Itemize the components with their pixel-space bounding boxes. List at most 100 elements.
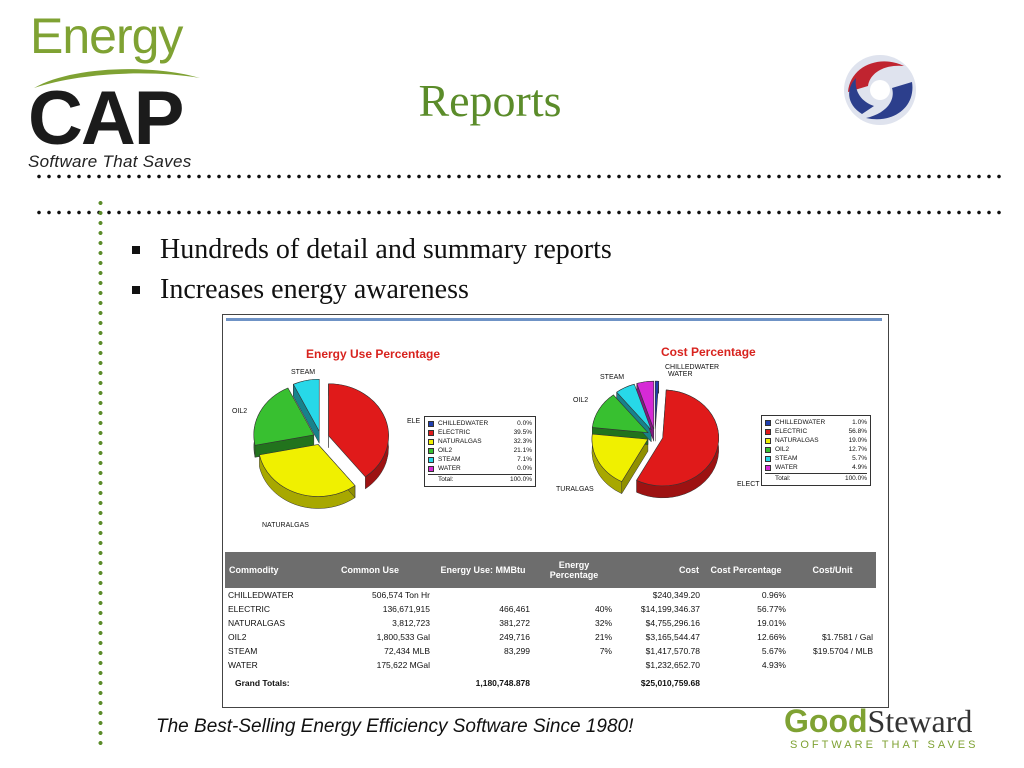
pie-slice-naturalgas bbox=[591, 433, 649, 483]
table-cell: 506,574 Ton Hr bbox=[372, 590, 430, 600]
table-cell: 0.96% bbox=[761, 590, 786, 600]
legend-value: 5.7% bbox=[852, 455, 867, 462]
table-cell: 381,272 bbox=[499, 618, 530, 628]
commodity-table: Commodity Common Use Energy Use: MMBtu E… bbox=[225, 552, 876, 694]
legend-value: 0.0% bbox=[517, 465, 532, 472]
energy-use-legend: CHILLEDWATER 0.0% ELECTRIC 39.5% NATURALGAS 3… bbox=[424, 416, 536, 487]
legend-entry: ELECTRIC 56.8% bbox=[765, 427, 867, 436]
legend-label: WATER bbox=[438, 465, 461, 472]
legend-total: Total: 100.0% bbox=[765, 473, 867, 483]
slide-title: Reports bbox=[418, 75, 562, 126]
legend-entry: CHILLEDWATER 0.0% bbox=[428, 419, 532, 428]
goodsteward-tagline: SOFTWARE THAT SAVES bbox=[790, 739, 979, 751]
table-cell: 175,622 MGal bbox=[376, 660, 430, 670]
legend-value: 21.1% bbox=[513, 447, 532, 454]
commodity-table-wrap: Commodity Common Use Energy Use: MMBtu E… bbox=[225, 552, 876, 694]
table-cell: $1,232,652.70 bbox=[645, 660, 700, 670]
legend-swatch bbox=[428, 438, 434, 445]
table-cell: 3,812,723 bbox=[392, 618, 430, 628]
pie-slice-chilledwater bbox=[654, 380, 660, 430]
table-cell bbox=[789, 616, 876, 630]
legend-label: OIL2 bbox=[775, 446, 790, 453]
table-cell: 56.77% bbox=[757, 604, 786, 614]
legend-label: ELECTRIC bbox=[775, 428, 808, 435]
grand-totals-row: Grand Totals: 1,180,748.878 $25,010,759.… bbox=[225, 672, 876, 694]
energy-use-pie-chart bbox=[253, 378, 389, 509]
legend-swatch bbox=[765, 455, 771, 462]
goodsteward-good: Good bbox=[784, 703, 868, 739]
legend-label: ELECTRIC bbox=[438, 429, 471, 436]
legend-entry: STEAM 5.7% bbox=[765, 454, 867, 463]
table-cell: 32% bbox=[594, 618, 612, 628]
table-cell bbox=[433, 658, 533, 672]
table-cell bbox=[533, 658, 615, 672]
table-cell: 466,461 bbox=[499, 604, 530, 614]
report-header-bar bbox=[226, 318, 882, 321]
pie2-callout-naturalgas: TURALGAS bbox=[556, 486, 594, 493]
legend-entry: NATURALGAS 19.0% bbox=[765, 436, 867, 445]
legend-entry: OIL2 12.7% bbox=[765, 445, 867, 454]
pie1-callout-electric: ELE bbox=[407, 418, 421, 425]
table-cell: OIL2 bbox=[228, 632, 247, 642]
grand-total-energy: 1,180,748.878 bbox=[475, 678, 530, 688]
legend-swatch bbox=[765, 428, 771, 435]
legend-swatch bbox=[428, 465, 434, 472]
pie-slice-oil2 bbox=[591, 394, 649, 434]
table-cell bbox=[789, 658, 876, 672]
bullet-square-icon bbox=[132, 246, 140, 254]
table-cell: 136,671,915 bbox=[382, 604, 430, 614]
table-cell: $14,199,346.37 bbox=[640, 604, 700, 614]
legend-value: 0.0% bbox=[517, 420, 532, 427]
legend-value: 7.1% bbox=[517, 456, 532, 463]
pie-slice-electric bbox=[636, 389, 719, 487]
table-row: WATER 175,622 MGal $1,232,652.70 4.93% bbox=[225, 658, 876, 672]
report-screenshot-frame bbox=[222, 314, 889, 708]
bullet-item: Hundreds of detail and summary reports bbox=[130, 230, 612, 270]
table-row: CHILLEDWATER 506,574 Ton Hr $240,349.20 0.9… bbox=[225, 588, 876, 602]
col-cost: Cost bbox=[615, 552, 703, 588]
legend-total: Total: 100.0% bbox=[428, 474, 532, 484]
table-cell bbox=[433, 588, 533, 602]
legend-label: WATER bbox=[775, 464, 798, 471]
table-cell: 12.66% bbox=[757, 632, 786, 642]
pie1-callout-naturalgas: NATURALGAS bbox=[262, 522, 309, 529]
table-cell: $3,165,544.47 bbox=[645, 632, 700, 642]
cost-pie-chart bbox=[591, 380, 719, 499]
vertical-dotted-rule bbox=[98, 198, 103, 748]
table-row: ELECTRIC 136,671,915 466,461 40% $14,199,346… bbox=[225, 602, 876, 616]
table-cell: CHILLEDWATER bbox=[228, 590, 294, 600]
table-cell: ELECTRIC bbox=[228, 604, 271, 614]
legend-swatch bbox=[765, 464, 771, 471]
table-cell: 249,716 bbox=[499, 632, 530, 642]
legend-value: 56.8% bbox=[848, 428, 867, 435]
legend-label: OIL2 bbox=[438, 447, 453, 454]
cost-legend: CHILLEDWATER 1.0% ELECTRIC 56.8% NATURALGAS 1… bbox=[761, 415, 871, 486]
pie-slice-steam bbox=[616, 383, 652, 431]
pie2-callout-water: WATER bbox=[668, 371, 693, 378]
legend-total-value: 100.0% bbox=[509, 476, 532, 483]
legend-total-value: 100.0% bbox=[844, 475, 867, 482]
pie-slice-electric bbox=[328, 383, 389, 478]
grand-total-cost: $25,010,759.68 bbox=[640, 678, 700, 688]
pie-slice-oil2 bbox=[253, 387, 315, 446]
pie2-callout-oil2: OIL2 bbox=[573, 397, 589, 404]
table-cell: 1,800,533 Gal bbox=[376, 632, 430, 642]
legend-swatch bbox=[428, 420, 434, 427]
legend-total-label: Total: bbox=[775, 475, 791, 482]
footer-slogan: The Best-Selling Energy Efficiency Softw… bbox=[156, 716, 634, 737]
legend-label: NATURALGAS bbox=[438, 438, 482, 445]
bullet-item: Increases energy awareness bbox=[130, 270, 612, 310]
col-common-use: Common Use bbox=[337, 552, 433, 588]
goodsteward-logo: GoodSteward bbox=[784, 703, 972, 740]
legend-swatch bbox=[765, 437, 771, 444]
col-energy-use: Energy Use: MMBtu bbox=[433, 552, 533, 588]
col-energy-percentage: Energy Percentage bbox=[533, 552, 615, 588]
table-cell: STEAM bbox=[228, 646, 258, 656]
table-cell: WATER bbox=[228, 660, 258, 670]
col-cost-unit: Cost/Unit bbox=[789, 552, 876, 588]
table-cell: 72,434 MLB bbox=[384, 646, 430, 656]
logo-energy-text: Energy bbox=[30, 8, 183, 64]
legend-entry: NATURALGAS 32.3% bbox=[428, 437, 532, 446]
col-cost-percentage: Cost Percentage bbox=[703, 552, 789, 588]
legend-swatch bbox=[428, 429, 434, 436]
